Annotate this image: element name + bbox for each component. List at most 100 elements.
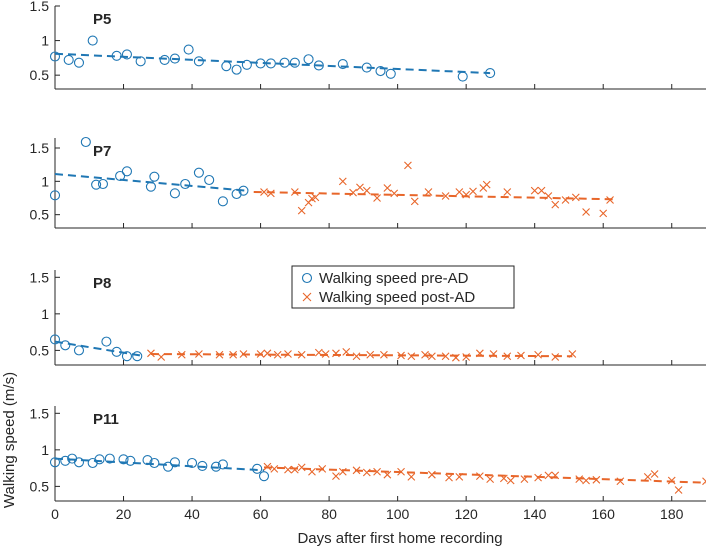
pre-ad-point bbox=[81, 138, 90, 147]
post-ad-point bbox=[374, 195, 381, 202]
post-ad-fit-line bbox=[264, 467, 706, 482]
pre-ad-point bbox=[74, 346, 83, 355]
pre-ad-point bbox=[386, 69, 395, 78]
pre-ad-point bbox=[194, 57, 203, 66]
pre-ad-point bbox=[133, 352, 142, 361]
pre-ad-point bbox=[170, 189, 179, 198]
pre-ad-fit-line bbox=[55, 459, 264, 471]
post-ad-point bbox=[356, 184, 363, 191]
x-tick-label: 140 bbox=[523, 506, 547, 522]
pre-ad-point bbox=[218, 197, 227, 206]
panel-p5: 0.5 1 1.5 P5 bbox=[30, 0, 706, 89]
legend-post-label: Walking speed post-AD bbox=[319, 289, 475, 306]
y-tick-label: 0.5 bbox=[30, 67, 50, 83]
pre-ad-point bbox=[160, 55, 169, 64]
x-tick-label: 60 bbox=[253, 506, 269, 522]
y-tick-label: 1.5 bbox=[30, 140, 50, 156]
post-ad-point bbox=[572, 194, 579, 201]
post-ad-point bbox=[470, 188, 477, 195]
x-tick-label: 0 bbox=[51, 506, 59, 522]
post-ad-point bbox=[298, 207, 305, 214]
y-tick-label: 0.5 bbox=[30, 342, 50, 358]
post-ad-point bbox=[298, 464, 305, 471]
post-ad-point bbox=[504, 189, 511, 196]
pre-ad-point bbox=[260, 472, 269, 481]
post-ad-point bbox=[675, 487, 682, 494]
legend-pre-label: Walking speed pre-AD bbox=[319, 270, 469, 287]
post-ad-point bbox=[339, 178, 346, 185]
post-ad-point bbox=[456, 189, 463, 196]
pre-ad-point bbox=[122, 167, 131, 176]
post-ad-point bbox=[350, 189, 357, 196]
post-ad-point bbox=[538, 187, 545, 194]
post-ad-point bbox=[600, 210, 607, 217]
post-ad-point bbox=[425, 189, 432, 196]
x-tick-label: 20 bbox=[116, 506, 132, 522]
pre-ad-point bbox=[205, 176, 214, 185]
pre-ad-point bbox=[88, 36, 97, 45]
post-ad-point bbox=[264, 350, 271, 357]
x-axis-title: Days after first home recording bbox=[297, 530, 502, 547]
y-tick-label: 0.5 bbox=[30, 207, 50, 223]
post-ad-point bbox=[487, 476, 494, 483]
y-tick-label: 1.5 bbox=[30, 0, 50, 14]
post-ad-point bbox=[476, 473, 483, 480]
pre-ad-fit-line bbox=[55, 54, 490, 73]
x-tick-label: 80 bbox=[321, 506, 337, 522]
panel-title: P8 bbox=[93, 275, 111, 292]
pre-ad-point bbox=[194, 168, 203, 177]
x-tick-label: 180 bbox=[660, 506, 684, 522]
post-ad-point bbox=[583, 209, 590, 216]
post-ad-point bbox=[384, 185, 391, 192]
post-ad-point bbox=[703, 478, 706, 485]
post-ad-point bbox=[291, 466, 298, 473]
post-ad-point bbox=[446, 474, 453, 481]
x-tick-label: 160 bbox=[592, 506, 616, 522]
post-ad-point bbox=[507, 477, 514, 484]
panel-title: P7 bbox=[93, 143, 111, 160]
post-ad-point bbox=[391, 190, 398, 197]
pre-ad-point bbox=[304, 55, 313, 64]
pre-ad-point bbox=[181, 180, 190, 189]
panel-p7: 0.5 1 1.5 P7 bbox=[30, 138, 706, 229]
post-ad-point bbox=[552, 201, 559, 208]
y-tick-label: 1 bbox=[41, 306, 49, 322]
post-ad-point bbox=[463, 353, 470, 360]
pre-ad-point bbox=[150, 172, 159, 181]
pre-ad-point bbox=[98, 180, 107, 189]
x-tick-label: 100 bbox=[386, 506, 410, 522]
pre-ad-point bbox=[146, 182, 155, 191]
post-ad-point bbox=[535, 351, 542, 358]
x-tick-label: 120 bbox=[454, 506, 478, 522]
y-tick-label: 1 bbox=[41, 442, 49, 458]
post-ad-point bbox=[644, 473, 651, 480]
pre-ad-point bbox=[102, 337, 111, 346]
post-ad-point bbox=[411, 198, 418, 205]
pre-ad-point bbox=[74, 58, 83, 67]
post-ad-point bbox=[284, 466, 291, 473]
post-ad-point bbox=[404, 162, 411, 169]
pre-ad-point bbox=[280, 58, 289, 67]
panel-title: P5 bbox=[93, 11, 111, 28]
y-tick-label: 1 bbox=[41, 33, 49, 49]
post-ad-point bbox=[363, 187, 370, 194]
panel-title: P11 bbox=[93, 411, 119, 428]
pre-ad-fit-line bbox=[55, 174, 247, 191]
pre-ad-point bbox=[232, 65, 241, 74]
post-ad-point bbox=[531, 187, 538, 194]
post-ad-point bbox=[428, 471, 435, 478]
y-axis-title: Walking speed (m/s) bbox=[1, 372, 18, 508]
y-tick-label: 1.5 bbox=[30, 269, 50, 285]
pre-ad-point bbox=[64, 55, 73, 64]
pre-ad-point bbox=[290, 58, 299, 67]
legend: Walking speed pre-AD Walking speed post-… bbox=[292, 266, 514, 308]
post-ad-point bbox=[271, 465, 278, 472]
pre-ad-point bbox=[222, 62, 231, 71]
x-tick-label: 40 bbox=[184, 506, 200, 522]
y-tick-label: 1 bbox=[41, 173, 49, 189]
post-ad-point bbox=[651, 470, 658, 477]
